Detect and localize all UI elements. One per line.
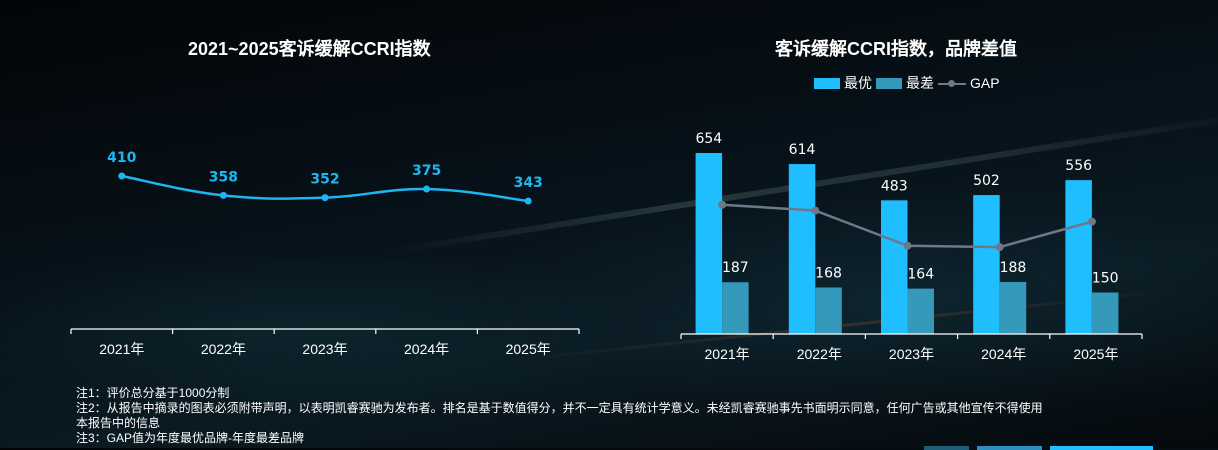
- legend-label-gap: GAP: [970, 75, 1000, 91]
- bar-best-label: 614: [789, 142, 816, 158]
- footnote-1: 注1：评价总分基于1000分制: [76, 386, 230, 400]
- bar-best-label: 502: [973, 173, 1000, 189]
- left-data-point: [118, 172, 126, 180]
- right-x-tick-label: 2025年: [1073, 346, 1118, 362]
- bar-best: [788, 164, 816, 334]
- bottom-button-3[interactable]: [1050, 446, 1153, 450]
- left-data-label: 343: [514, 175, 543, 191]
- bar-worst-label: 164: [907, 267, 934, 283]
- bar-best: [881, 200, 908, 334]
- left-data-point: [524, 197, 532, 205]
- left-data-label: 358: [209, 169, 238, 185]
- chart-legend: 最优 最差 GAP: [814, 73, 1004, 93]
- gap-data-point: [995, 243, 1004, 252]
- bar-best-label: 556: [1065, 158, 1092, 174]
- left-data-label: 375: [412, 163, 441, 179]
- bar-best-label: 483: [881, 178, 908, 194]
- bar-worst: [1091, 292, 1119, 334]
- bar-best: [1065, 180, 1092, 334]
- gap-data-point: [811, 206, 820, 215]
- legend-swatch-gap: [938, 78, 966, 89]
- right-x-tick-label: 2023年: [889, 346, 934, 362]
- right-x-tick-label: 2022年: [797, 346, 842, 362]
- bar-worst: [999, 281, 1027, 334]
- right-chart-title: 客诉缓解CCRI指数，品牌差值: [775, 39, 1017, 59]
- footnotes: 注1：评价总分基于1000分制 注2：从报告中摘录的图表必须附带声明，以表明凯睿…: [76, 386, 1043, 446]
- left-x-tick-label: 2022年: [201, 341, 246, 357]
- left-x-tick-label: 2025年: [506, 341, 551, 357]
- bar-worst-label: 168: [815, 266, 842, 282]
- bar-worst: [815, 287, 842, 334]
- left-data-label: 410: [107, 150, 136, 166]
- left-data-point: [423, 185, 431, 193]
- legend-swatch-worst: [876, 77, 902, 89]
- bar-best: [973, 195, 1000, 334]
- gap-data-point: [903, 241, 912, 250]
- bar-worst: [907, 288, 934, 334]
- bottom-button-2[interactable]: [977, 446, 1042, 450]
- left-x-tick-label: 2021年: [99, 341, 144, 357]
- right-x-tick-label: 2021年: [705, 346, 750, 362]
- left-data-point: [219, 191, 227, 199]
- bar-best: [695, 153, 723, 334]
- bottom-button-1[interactable]: [924, 446, 969, 450]
- bar-worst-label: 187: [722, 260, 749, 276]
- bar-worst-label: 150: [1092, 270, 1119, 286]
- right-x-tick-label: 2024年: [981, 346, 1026, 362]
- legend-label-best: 最优: [844, 75, 872, 91]
- left-chart-title: 2021~2025客诉缓解CCRI指数: [188, 39, 431, 59]
- legend-item-worst[interactable]: 最差: [876, 73, 934, 93]
- left-data-point: [321, 194, 329, 202]
- gap-data-point: [718, 200, 727, 209]
- bar-worst: [722, 282, 749, 334]
- bar-worst-label: 188: [1000, 260, 1027, 276]
- left-x-tick-label: 2024年: [404, 341, 449, 357]
- legend-item-best[interactable]: 最优: [814, 73, 872, 93]
- legend-item-gap[interactable]: GAP: [938, 75, 1000, 91]
- gap-data-point: [1087, 217, 1096, 226]
- left-data-label: 352: [310, 172, 339, 188]
- footnote-3: 注3：GAP值为年度最优品牌-年度最差品牌: [76, 431, 305, 445]
- footnote-2: 注2：从报告中摘录的图表必须附带声明，以表明凯睿赛驰为发布者。排名是基于数值得分…: [76, 401, 1043, 415]
- legend-swatch-best: [814, 77, 840, 89]
- bar-best-label: 654: [695, 131, 722, 147]
- footnote-2-cont: 本报告中的信息: [76, 416, 161, 430]
- left-x-tick-label: 2023年: [302, 341, 347, 357]
- legend-label-worst: 最差: [906, 75, 934, 91]
